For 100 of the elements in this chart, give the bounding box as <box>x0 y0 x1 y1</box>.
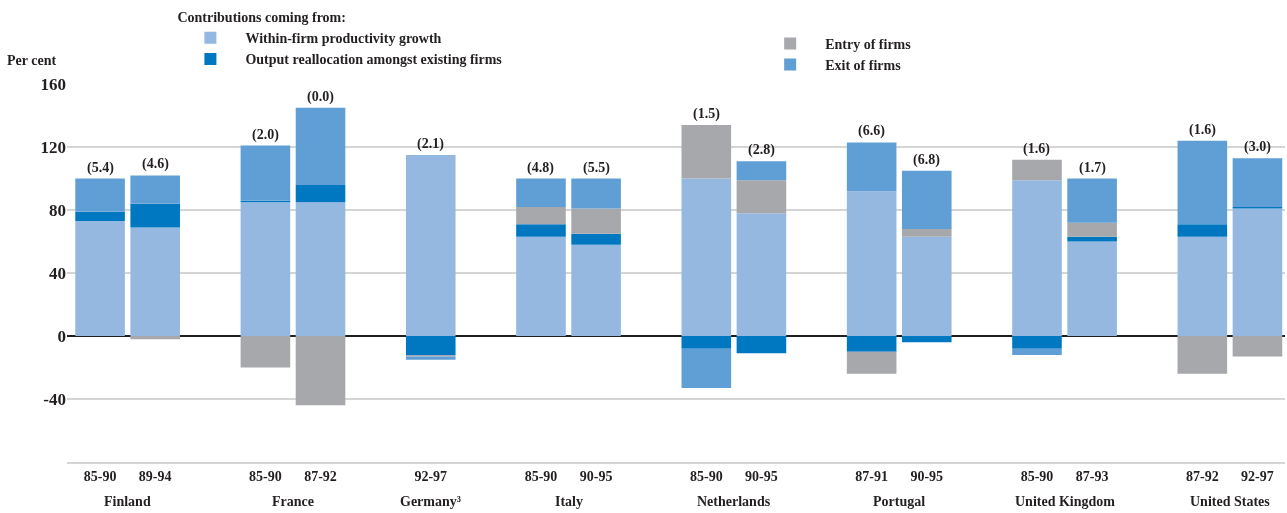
text: Portugal <box>873 494 926 509</box>
annotation: (1.6) <box>1023 141 1051 157</box>
annotation: (0.0) <box>307 89 335 105</box>
y-tick-label: 80 <box>49 201 66 221</box>
x-tick-label: 92-97 <box>1241 468 1274 484</box>
bar <box>1177 236 1228 337</box>
bar <box>130 227 180 337</box>
bar <box>1232 208 1283 337</box>
annotation: (1.5) <box>693 106 721 122</box>
bar <box>1177 336 1228 374</box>
bar <box>240 336 291 368</box>
legend-label: Output reallocation amongst existing firms <box>245 52 503 68</box>
bar <box>1012 180 1062 337</box>
x-tick-label: 87-91 <box>855 468 888 484</box>
bar <box>1067 222 1117 237</box>
bar <box>736 213 787 337</box>
x-tick-label: 90-95 <box>910 468 944 484</box>
x-tick-label: 89-94 <box>138 468 172 484</box>
x-tick-label: 90-95 <box>745 468 778 484</box>
annotation: (4.8) <box>527 160 555 176</box>
bar <box>1232 336 1283 357</box>
annotation: (2.0) <box>252 127 280 143</box>
bar <box>405 336 456 355</box>
bar <box>1067 236 1117 242</box>
text: Italy <box>555 494 583 509</box>
x-tick-label: 92-97 <box>414 468 448 484</box>
bar <box>1067 241 1117 337</box>
annotation: (2.1) <box>417 136 445 152</box>
bar <box>75 221 125 337</box>
bar <box>901 170 952 229</box>
bar <box>681 125 732 179</box>
y-tick-label: 120 <box>40 138 66 158</box>
bar <box>901 228 952 237</box>
x-tick-label: 85-90 <box>524 468 558 484</box>
bar <box>846 351 897 374</box>
y-tick-label: 0 <box>57 327 66 346</box>
y-axis-title: Per cent <box>7 53 57 68</box>
text: Germany³ <box>400 494 461 509</box>
annotation: (4.6) <box>142 156 170 172</box>
annotation: (2.8) <box>748 142 776 158</box>
bar <box>571 244 621 337</box>
bar <box>571 178 621 209</box>
annotation: (3.0) <box>1244 139 1272 155</box>
bar <box>901 336 952 343</box>
legend-label: Exit of firms <box>825 58 902 74</box>
bar <box>1012 159 1062 181</box>
text: United States <box>1190 494 1271 509</box>
bar <box>75 211 125 222</box>
bar <box>571 208 621 234</box>
y-tick-label: -40 <box>43 389 66 409</box>
text: Finland <box>104 494 151 509</box>
bar <box>130 175 180 204</box>
annotation: (5.5) <box>583 160 611 176</box>
x-tick-label: 90-95 <box>579 468 613 484</box>
bar <box>130 336 180 340</box>
x-tick-label: 85-90 <box>83 468 117 484</box>
bar <box>1012 336 1062 349</box>
bar <box>295 202 346 337</box>
annotation: (1.7) <box>1079 160 1107 176</box>
bar <box>846 336 897 352</box>
bar <box>516 206 566 225</box>
bar <box>516 236 566 337</box>
bar <box>1067 178 1117 223</box>
bar <box>736 161 787 181</box>
bar <box>846 142 897 192</box>
x-tick-label: 85-90 <box>1020 468 1054 484</box>
x-tick-label: 85-90 <box>689 468 723 484</box>
text: Netherlands <box>697 494 771 509</box>
legend-label: Entry of firms <box>825 36 912 52</box>
legend-label: Within-firm productivity growth <box>245 31 442 47</box>
bar <box>681 336 732 349</box>
bar <box>681 348 732 388</box>
annotation: (6.6) <box>858 123 886 139</box>
bar <box>901 236 952 337</box>
x-tick-label: 87-92 <box>1185 468 1219 484</box>
text: United Kingdom <box>1015 494 1116 509</box>
bar <box>571 233 621 245</box>
bar <box>1012 348 1062 355</box>
bar <box>516 178 566 207</box>
legend-title: Contributions coming from: <box>177 10 346 26</box>
bar <box>1177 140 1228 225</box>
y-tick-label: 160 <box>40 75 66 95</box>
bar <box>736 180 787 214</box>
bar <box>1177 224 1228 237</box>
bar <box>240 145 291 201</box>
text: France <box>272 494 314 509</box>
bar <box>681 178 732 337</box>
bar <box>130 203 180 228</box>
bar <box>240 202 291 337</box>
bar <box>516 224 566 237</box>
x-tick-label: 87-93 <box>1075 468 1109 484</box>
bar <box>295 184 346 203</box>
x-tick-label: 87-92 <box>304 468 337 484</box>
bar <box>295 107 346 185</box>
y-tick-label: 40 <box>49 264 66 284</box>
bar <box>405 155 456 337</box>
bar <box>846 191 897 337</box>
bar <box>75 178 125 212</box>
x-tick-label: 85-90 <box>249 468 282 484</box>
annotation: (1.6) <box>1189 122 1217 138</box>
